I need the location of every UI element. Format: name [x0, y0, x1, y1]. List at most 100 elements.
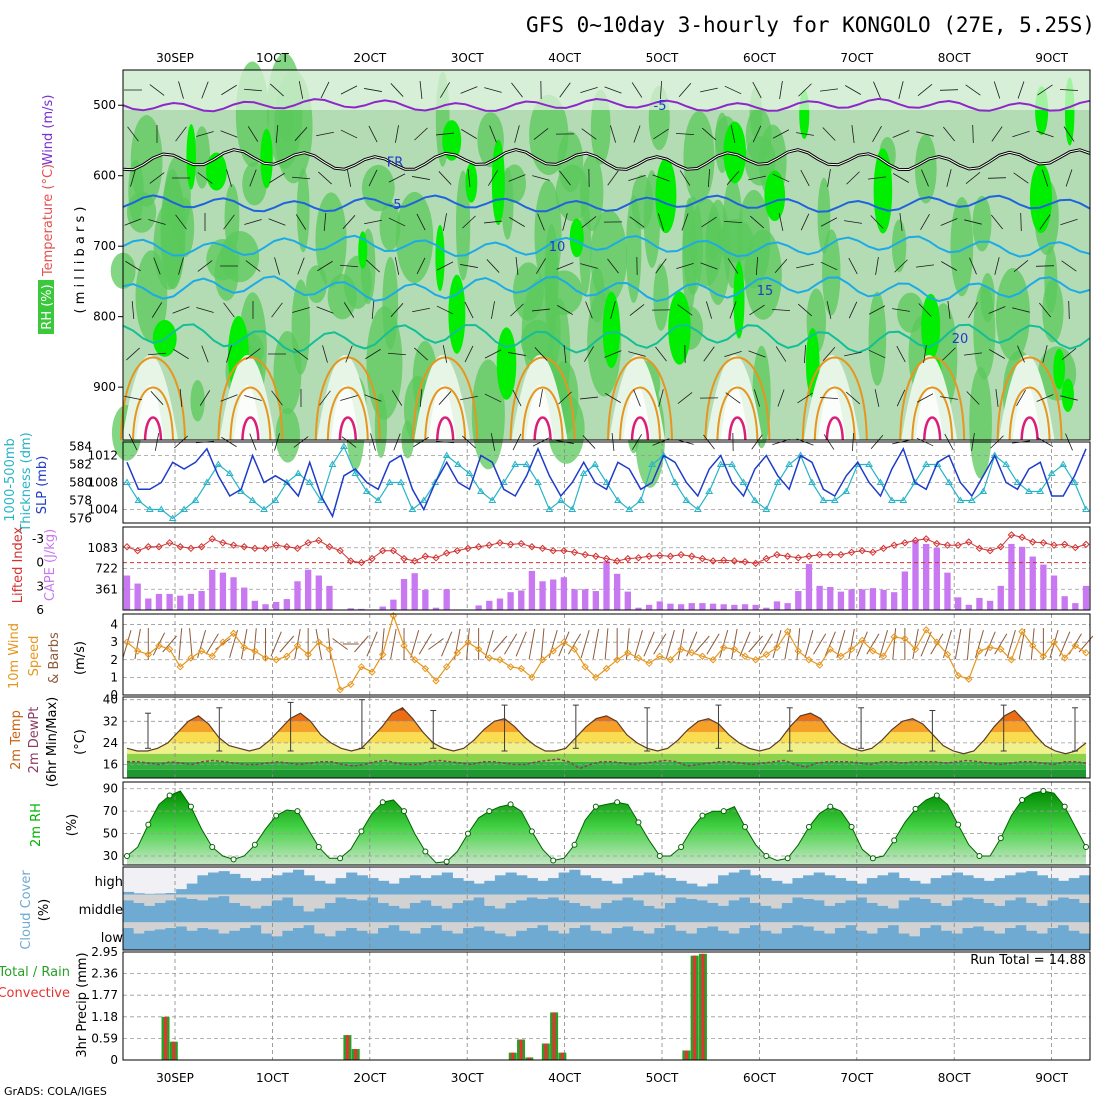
rh-saturated-patch: [723, 121, 747, 184]
cape-bar: [976, 597, 983, 610]
rh2m-point: [443, 858, 450, 865]
thickness-point: [693, 505, 702, 512]
thickness-point: [385, 478, 394, 485]
rh-dry-core: [330, 385, 359, 440]
cape-bar: [891, 592, 898, 610]
cloud-bar-high: [324, 883, 337, 895]
upper-wind-barb: [727, 258, 739, 274]
upper-wind-barb: [131, 300, 135, 320]
wind10-speed-point: [144, 650, 153, 659]
warm-isotherm: [619, 386, 661, 441]
cape-bar: [486, 600, 493, 610]
rh-moist-patch: [590, 209, 628, 304]
cloud-gap-low: [1079, 922, 1091, 934]
cloud-gap-low: [409, 922, 422, 934]
cloud-bar-middle: [239, 905, 252, 923]
date-tick-bottom: 6OCT: [743, 1071, 776, 1085]
upper-wind-barb: [559, 170, 571, 186]
cloud-bar-middle: [1004, 900, 1017, 923]
upper-wind-barb: [460, 86, 478, 94]
thickness-point: [145, 505, 154, 512]
upper-wind-barb: [316, 131, 334, 137]
cloud-bar-middle: [611, 900, 623, 923]
cloud-gap-low: [399, 922, 411, 931]
upper-wind-barb: [292, 307, 310, 313]
cloud-gap-low: [973, 922, 985, 927]
wind10-speed-point: [549, 647, 557, 655]
cloud-bar-low: [165, 927, 177, 950]
upper-wind-barb: [916, 131, 934, 137]
thickness-point: [123, 478, 131, 485]
cloud-bar-low: [813, 930, 825, 950]
upper-wind-barb: [581, 128, 597, 140]
cloud-gap-low: [1068, 922, 1080, 931]
upper-wind-barb: [243, 88, 263, 92]
cloud-gap-middle: [739, 894, 751, 898]
cloud-bar-middle: [951, 900, 963, 923]
upper-wind-barb: [436, 305, 454, 315]
cloud-bar-middle: [664, 902, 677, 923]
cloud-bar-high: [866, 878, 878, 895]
wind10-speed-point: [720, 643, 728, 652]
li-point: [283, 543, 291, 551]
wind10-axis-labels: 10m Wind Speed & Barbs (m/s): [7, 623, 88, 689]
cape-bar: [304, 569, 312, 610]
cloud-bar-high: [399, 878, 411, 895]
cape-bar: [709, 603, 717, 610]
upper-wind-barb: [343, 302, 355, 318]
rh-saturated-patch: [655, 158, 677, 234]
upper-wind-barb: [532, 175, 550, 181]
cloud-gap-low: [250, 922, 262, 926]
thickness-point: [328, 460, 337, 467]
cape-bar: [837, 591, 845, 610]
hot-isotherm: [630, 416, 650, 441]
cloud-gap-low: [367, 922, 379, 934]
rh-moist-patch: [969, 366, 992, 479]
wind10-speed-point: [347, 680, 355, 689]
rh2m-point: [805, 823, 812, 830]
wind10-speed-point: [133, 647, 142, 655]
upper-wind-barb: [943, 126, 955, 142]
wind10-barb: [604, 628, 609, 660]
cloud-gap-low: [654, 922, 666, 928]
upper-wind-barb: [438, 171, 452, 185]
date-tick-bottom: 4OCT: [548, 1071, 581, 1085]
upper-wind-barb: [197, 172, 213, 184]
thickness-point: [876, 478, 885, 485]
cloud-bar-high: [1026, 871, 1038, 895]
li-point: [208, 535, 216, 543]
pressure-tick-label: 700: [93, 239, 116, 253]
thickness-point: [168, 514, 177, 521]
cape-bar: [784, 603, 791, 610]
date-tick-top: 9OCT: [1035, 51, 1068, 65]
hot-isotherm: [143, 416, 163, 441]
rh-saturated-patch: [465, 162, 478, 203]
upper-wind-barb: [1042, 345, 1048, 363]
upper-wind-barb: [755, 256, 759, 276]
li-point: [293, 544, 302, 553]
rh-saturated-patch: [602, 291, 621, 369]
cape-bar: [741, 604, 749, 610]
upper-wind-barb: [797, 303, 813, 317]
cloud-bar-high: [962, 875, 974, 895]
rh-saturated-patch: [733, 261, 745, 339]
li-point: [720, 556, 728, 564]
temp-color-band: [127, 707, 1086, 711]
upper-wind-barb: [371, 300, 375, 320]
cloud-gap-low: [526, 922, 538, 928]
cloud-bar-high: [845, 880, 857, 895]
thickness-point: [362, 487, 371, 494]
cloud-gap-low: [569, 922, 581, 928]
cloud-bar-middle: [324, 902, 337, 923]
rh-saturated-patch: [448, 274, 466, 354]
upper-wind-barb: [604, 350, 622, 358]
wind10-speed-point: [325, 645, 334, 653]
cloud-gap-middle: [951, 894, 963, 901]
upper-wind-barb: [659, 80, 663, 100]
slp-thickness-panel: 1004 1008 1012 576 578 580 582 584: [69, 440, 1091, 526]
cloud-gap-middle: [664, 894, 677, 903]
rh-dry-core: [136, 385, 164, 440]
upper-wind-barb: [536, 258, 546, 274]
cape-bar: [720, 604, 727, 610]
rh-moist-patch: [653, 263, 669, 331]
